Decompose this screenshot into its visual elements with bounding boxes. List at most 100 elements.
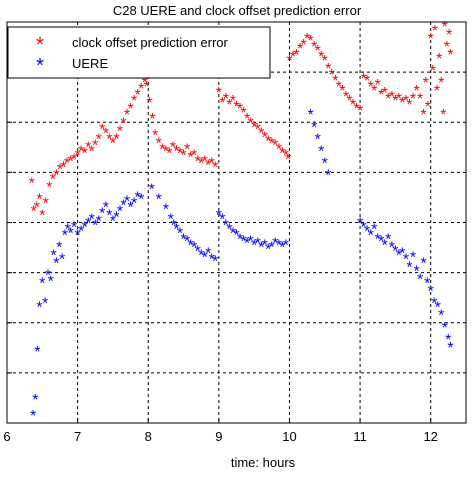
data-point: *: [131, 93, 137, 110]
data-point: *: [286, 53, 292, 70]
data-point: *: [382, 85, 388, 102]
data-point: *: [315, 131, 321, 148]
plot-frame: [6, 21, 467, 424]
data-point: *: [180, 232, 186, 249]
data-point: *: [134, 87, 140, 104]
data-point: *: [371, 83, 377, 100]
data-point: *: [85, 139, 91, 156]
x-tick-label: 11: [353, 429, 367, 444]
data-point: *: [149, 181, 155, 198]
data-point: *: [423, 75, 429, 92]
data-point: *: [396, 91, 402, 108]
data-point: *: [240, 105, 246, 122]
data-point: *: [29, 175, 35, 192]
data-point: *: [202, 250, 208, 267]
data-point: *: [156, 191, 162, 208]
data-point: *: [39, 208, 45, 225]
data-point: *: [438, 75, 444, 92]
data-point: *: [42, 296, 48, 313]
data-point: *: [209, 252, 215, 269]
data-point: *: [209, 155, 215, 172]
data-point: *: [431, 296, 437, 313]
data-point: *: [110, 135, 116, 152]
data-point: *: [240, 234, 246, 251]
data-point: *: [171, 218, 177, 235]
data-point: *: [96, 214, 102, 231]
data-point: *: [62, 228, 68, 245]
data-point: *: [177, 145, 183, 162]
series-layer: ****************************************…: [29, 19, 454, 425]
data-point: *: [307, 33, 313, 50]
data-point: *: [113, 131, 119, 148]
data-point: *: [219, 212, 225, 229]
data-point: *: [325, 167, 331, 184]
data-point: *: [99, 206, 105, 223]
data-point: *: [247, 115, 253, 132]
data-point: *: [392, 244, 398, 261]
data-point: *: [103, 125, 109, 142]
data-point: *: [187, 238, 193, 255]
data-point: *: [265, 133, 271, 150]
x-tick-label: 8: [145, 429, 152, 444]
data-point: *: [124, 107, 130, 124]
data-point: *: [262, 238, 268, 255]
data-point: *: [447, 47, 453, 64]
data-point: *: [85, 216, 91, 233]
data-point: *: [127, 200, 133, 217]
x-tick-label: 9: [215, 429, 222, 444]
data-point: *: [50, 248, 56, 265]
data-point: *: [444, 39, 450, 56]
data-point: *: [385, 91, 391, 108]
data-point: *: [417, 272, 423, 289]
data-point: *: [177, 226, 183, 243]
data-point: *: [262, 129, 268, 146]
data-point: *: [375, 232, 381, 249]
data-point: *: [389, 89, 395, 106]
data-point: *: [375, 77, 381, 94]
data-point: *: [187, 149, 193, 166]
data-point: *: [31, 204, 37, 221]
data-point: *: [318, 143, 324, 160]
data-point: *: [420, 107, 426, 124]
data-point: *: [173, 143, 179, 160]
data-point: *: [195, 153, 201, 170]
data-point: *: [120, 115, 126, 132]
data-point: *: [399, 246, 405, 263]
legend-marker-clock: *: [36, 34, 44, 56]
data-point: *: [59, 252, 65, 269]
data-point: *: [283, 147, 289, 164]
data-point: *: [357, 216, 363, 233]
data-point: *: [36, 191, 42, 208]
data-point: *: [378, 234, 384, 251]
data-point: *: [32, 392, 38, 409]
data-point: *: [425, 99, 431, 116]
data-point: *: [283, 238, 289, 255]
data-point: *: [166, 145, 172, 162]
data-point: *: [385, 232, 391, 249]
data-point: *: [336, 79, 342, 96]
data-point: *: [198, 248, 204, 265]
data-point: *: [279, 145, 285, 162]
data-point: *: [230, 226, 236, 243]
x-tick-label: 6: [3, 429, 10, 444]
data-point: *: [195, 244, 201, 261]
data-point: *: [435, 300, 441, 317]
data-point: *: [65, 222, 71, 239]
data-point: *: [53, 256, 59, 273]
data-point: *: [410, 250, 416, 267]
data-point: *: [297, 41, 303, 58]
data-point: *: [247, 234, 253, 251]
data-point: *: [226, 222, 232, 239]
data-point: *: [168, 212, 174, 229]
x-tick-label: 7: [74, 429, 81, 444]
data-point: *: [237, 101, 243, 118]
data-point: *: [368, 228, 374, 245]
data-point: *: [293, 47, 299, 64]
data-point: *: [325, 61, 331, 78]
data-point: *: [219, 95, 225, 112]
data-point: *: [163, 202, 169, 219]
data-point: *: [216, 208, 222, 225]
data-point: *: [406, 260, 412, 277]
data-point: *: [255, 236, 261, 253]
data-point: *: [117, 123, 123, 140]
